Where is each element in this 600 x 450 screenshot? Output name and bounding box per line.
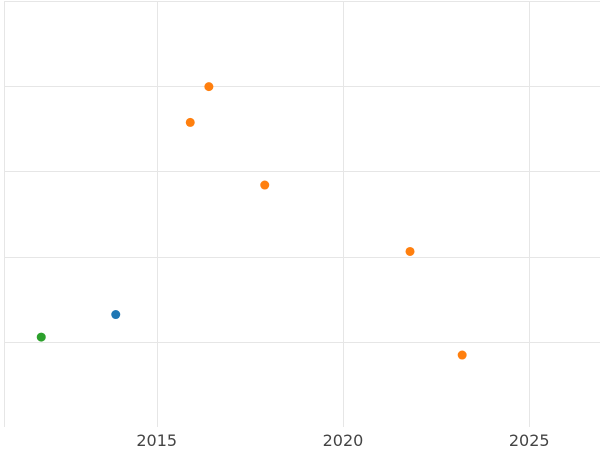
- data-point: [405, 246, 415, 256]
- data-point: [260, 180, 270, 190]
- x-tick-label: 2015: [136, 431, 177, 450]
- x-axis-ticks: 2015 2020 2025: [136, 431, 549, 450]
- x-tick-label: 2020: [323, 431, 364, 450]
- data-point: [204, 82, 214, 92]
- data-point: [185, 117, 195, 127]
- data-point: [36, 332, 46, 342]
- data-point: [457, 350, 467, 360]
- data-points: [36, 82, 467, 360]
- x-tick-label: 2025: [509, 431, 550, 450]
- data-point: [111, 310, 121, 320]
- grid: [4, 1, 600, 427]
